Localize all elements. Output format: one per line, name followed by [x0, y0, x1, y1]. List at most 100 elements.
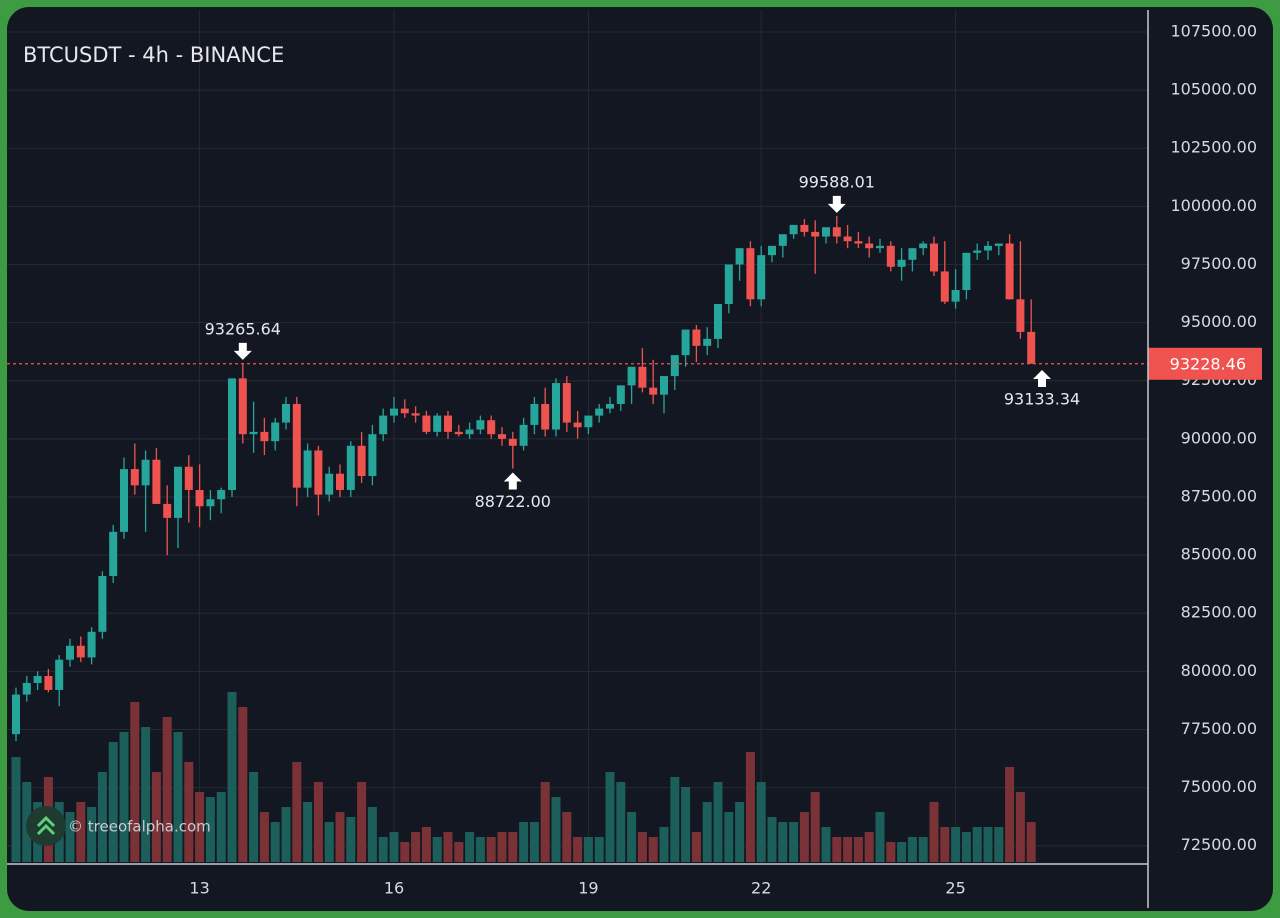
volume-bar — [205, 797, 215, 862]
volume-bar — [475, 837, 485, 862]
volume-layer — [11, 692, 1036, 862]
candle-body — [44, 675, 53, 690]
volume-bar — [119, 732, 129, 862]
volume-bar — [313, 782, 323, 862]
volume-bar — [238, 707, 248, 862]
volume-bar — [907, 837, 917, 862]
candle-body — [789, 224, 798, 235]
volume-bar — [605, 772, 615, 862]
x-tick-label: 22 — [751, 879, 771, 898]
volume-bar — [616, 782, 626, 862]
candle-body — [854, 241, 863, 244]
volume-bar — [1005, 767, 1015, 862]
candle-body — [238, 378, 247, 435]
volume-bar — [432, 837, 442, 862]
volume-bar — [281, 807, 291, 862]
volume-bar — [227, 692, 237, 862]
candle-body — [1016, 299, 1025, 332]
volume-bar — [497, 832, 507, 862]
candle-body — [109, 531, 118, 577]
candle-body — [444, 415, 452, 432]
volume-bar — [1026, 822, 1036, 862]
volume-bar — [810, 792, 820, 862]
candle-body — [325, 473, 334, 495]
candle-body — [627, 366, 636, 386]
candle-body — [930, 243, 938, 272]
volume-bar — [162, 717, 172, 862]
volume-bar — [670, 777, 680, 862]
volume-bar — [65, 812, 75, 862]
y-tick-label: 77500.00 — [1181, 719, 1257, 738]
volume-bar — [303, 802, 313, 862]
candle-body — [195, 489, 204, 507]
y-tick-label: 97500.00 — [1181, 254, 1257, 273]
volume-bar — [929, 802, 939, 862]
annotation-arrow — [233, 342, 252, 360]
candle-body — [152, 459, 161, 504]
annotation-arrow — [1033, 369, 1051, 387]
y-tick-label: 95000.00 — [1181, 312, 1257, 331]
volume-bar — [335, 812, 345, 862]
volume-bar — [443, 832, 453, 862]
candle-body — [519, 424, 528, 446]
candle-body — [508, 438, 517, 446]
candle-body — [832, 227, 841, 237]
volume-bar — [184, 762, 194, 862]
candle-body — [714, 303, 722, 339]
volume-bar — [130, 702, 140, 862]
candle-body — [55, 659, 64, 690]
candle-body — [951, 290, 960, 302]
candle-body — [271, 422, 280, 442]
candle-body — [217, 489, 226, 500]
volume-bar — [540, 782, 550, 862]
candle-body — [606, 403, 614, 409]
y-tick-label: 100000.00 — [1170, 196, 1257, 215]
volume-bar — [648, 837, 658, 862]
candle-body — [303, 450, 312, 488]
x-tick-label: 19 — [578, 879, 598, 898]
y-tick-label: 80000.00 — [1181, 661, 1257, 680]
candle-body — [800, 224, 809, 232]
volume-bar — [11, 757, 21, 862]
candle-body — [703, 338, 712, 346]
x-tick-label: 13 — [189, 879, 209, 898]
volume-bar — [259, 812, 269, 862]
volume-bar — [551, 797, 561, 862]
x-tick-label: 25 — [945, 879, 965, 898]
annotation-label: 88722.00 — [475, 492, 551, 511]
candle-body — [163, 503, 172, 518]
candle-body — [746, 248, 755, 300]
volume-bar — [594, 837, 604, 862]
candle-body — [454, 431, 463, 435]
volume-bar — [789, 822, 799, 862]
overlay-layer: 72500.00 75000.00 77500.00 80000.00 82500.00… — [7, 21, 1262, 898]
y-tick-label: 102500.00 — [1170, 138, 1257, 157]
candle-body — [584, 415, 593, 428]
candle-body — [778, 234, 787, 246]
volume-bar — [421, 827, 431, 862]
volume-bar — [108, 742, 118, 862]
volume-bar — [529, 822, 539, 862]
y-tick-label: 85000.00 — [1181, 545, 1257, 564]
candle-body — [282, 403, 290, 423]
candle-body — [616, 385, 625, 404]
candle-body — [422, 415, 431, 432]
volume-bar — [519, 822, 529, 862]
candle-body — [141, 459, 150, 486]
volume-bar — [778, 822, 788, 862]
candle-body — [681, 329, 690, 356]
annotation-label: 93133.34 — [1004, 389, 1080, 408]
volume-bar — [465, 832, 475, 862]
candle-body — [552, 383, 560, 430]
candle-body — [876, 245, 884, 249]
candle-body — [724, 264, 733, 304]
candle-body — [487, 420, 496, 435]
y-tick-label: 87500.00 — [1181, 486, 1257, 505]
candle-body — [908, 248, 917, 260]
candle-body — [822, 227, 830, 237]
y-tick-label: 75000.00 — [1181, 777, 1257, 796]
candle-body — [476, 420, 485, 430]
annotation-label: 93265.64 — [205, 319, 281, 338]
volume-bar — [745, 752, 755, 862]
candle-body — [498, 434, 506, 439]
